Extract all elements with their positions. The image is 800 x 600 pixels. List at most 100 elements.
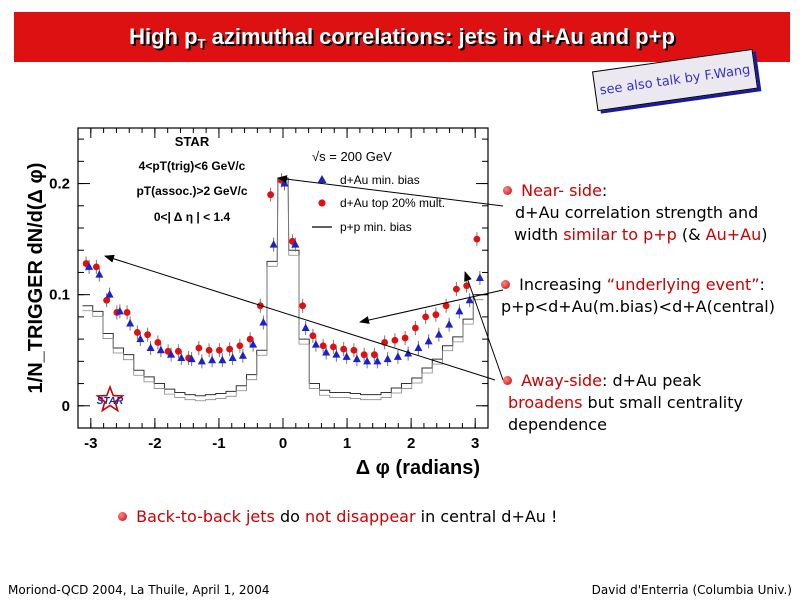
dau-central-point xyxy=(154,339,162,346)
dau-minbias-point xyxy=(208,355,217,364)
dau-central-point xyxy=(123,309,131,316)
dau-minbias-point xyxy=(85,262,94,270)
legend: d+Au min. bias d+Au top 20% mult. p+p min.… xyxy=(312,173,445,234)
dau-minbias-point xyxy=(465,295,474,304)
dau-central-point xyxy=(422,313,430,321)
dau-minbias-point xyxy=(363,356,372,365)
dau-central-point xyxy=(319,342,327,350)
dau-minbias-point xyxy=(434,330,443,338)
footer-right: David d'Enterria (Columbia Univ.) xyxy=(591,583,792,597)
dau-central-point xyxy=(411,324,419,332)
dau-central-point xyxy=(267,191,275,199)
dau-central-point xyxy=(463,282,471,290)
star-logo: STAR xyxy=(95,384,125,413)
dau-central-point xyxy=(432,311,440,319)
away-side-line3: dependence xyxy=(508,415,607,434)
dau-central-point xyxy=(370,351,378,359)
underlying-line2: p+p<d+Au(m.bias)<d+A(central) xyxy=(501,297,775,316)
dau-minbias-point xyxy=(424,336,433,345)
y-axis-title: 1/N_TRIGGER dN/d(Δ φ) xyxy=(25,163,47,394)
energy-label: √s = 200 GeV xyxy=(312,149,392,164)
dau-minbias-point xyxy=(301,323,310,331)
dau-minbias-point xyxy=(105,290,114,298)
cut-label: 0<| Δ η | < 1.4 xyxy=(154,210,231,224)
bullet-icon xyxy=(503,376,512,385)
y-tick-label: 0 xyxy=(62,398,70,415)
away-side-label: Away-side xyxy=(521,371,603,390)
legend-marker-circle xyxy=(318,199,326,207)
away-side-line2b: but small centrality xyxy=(582,393,743,412)
pp-series-band xyxy=(82,182,484,402)
bullet-icon xyxy=(503,186,512,195)
dau-minbias-point xyxy=(187,354,196,363)
near-side-line3e: ) xyxy=(761,225,768,244)
dau-central-point xyxy=(246,335,254,343)
away-side-note: Away-side: d+Au peak broadens but small … xyxy=(503,370,743,436)
pp-histogram xyxy=(82,177,484,402)
dau-minbias-point xyxy=(197,356,206,365)
back-line-d: in central d+Au ! xyxy=(415,507,558,526)
dau-minbias-point xyxy=(156,345,165,354)
dau-minbias-point xyxy=(332,350,341,358)
dau-central-point xyxy=(215,346,223,354)
dau-minbias-point xyxy=(445,320,454,328)
back-to-back-label: Back-to-back jets xyxy=(136,507,275,526)
dau-central-point xyxy=(401,334,409,342)
x-tick-label: 3 xyxy=(471,435,479,452)
near-side-line3a: width xyxy=(514,225,564,244)
x-tick-label: -1 xyxy=(212,435,225,452)
dau-minbias-point xyxy=(249,340,258,348)
dau-minbias-point xyxy=(352,354,361,363)
near-side-similar: similar to p+p xyxy=(563,225,677,244)
dau-minbias-point xyxy=(291,240,300,248)
dau-minbias-point xyxy=(177,353,186,361)
cut-label: 4<pT(trig)<6 GeV/c xyxy=(139,159,246,173)
legend-marker-triangle xyxy=(317,175,327,183)
dau-central-point xyxy=(195,344,203,352)
legend-label: p+p min. bias xyxy=(340,220,412,234)
annotation-arrow xyxy=(104,254,496,381)
underlying-event-label: “underlying event” xyxy=(606,275,760,294)
star-logo-text: STAR xyxy=(97,396,124,407)
legend-label: d+Au min. bias xyxy=(340,173,420,187)
dau-minbias-point xyxy=(383,354,392,363)
away-side-broadens: broadens xyxy=(508,393,583,412)
dau-minbias-point xyxy=(414,343,423,351)
x-tick-label: -3 xyxy=(84,435,97,452)
dau-central-point xyxy=(144,331,152,339)
footer-left: Moriond-QCD 2004, La Thuile, April 1, 20… xyxy=(8,583,270,597)
dau-minbias-point xyxy=(322,347,331,356)
near-side-note: Near- side: d+Au correlation strength an… xyxy=(503,180,768,246)
near-side-label: Near- side xyxy=(521,181,602,200)
dau-minbias-point xyxy=(228,353,237,361)
star-logo-shape xyxy=(95,384,125,413)
dau-minbias-point xyxy=(126,319,135,327)
dau-minbias-point xyxy=(455,306,464,315)
near-side-colon: : xyxy=(601,181,608,200)
away-side-line1b: : d+Au peak xyxy=(602,371,702,390)
dau-central-point xyxy=(92,263,100,271)
dau-central-point xyxy=(360,351,368,359)
annotation-arrow xyxy=(464,271,504,381)
dau-minbias-point xyxy=(393,352,402,360)
dau-minbias-point xyxy=(146,343,155,351)
dau-central-point xyxy=(391,336,399,344)
near-side-auau: Au+Au xyxy=(705,225,762,244)
dau-minbias-point xyxy=(136,334,145,343)
x-tick-label: 1 xyxy=(343,435,351,452)
underlying-colon: : xyxy=(759,275,765,294)
dau-minbias-point xyxy=(218,355,227,364)
cut-label: pT(assoc.)>2 GeV/c xyxy=(136,184,247,198)
underlying-event-note: Increasing “underlying event”: p+p<d+Au(… xyxy=(501,274,775,318)
dau-central-point xyxy=(299,302,307,310)
y-tick-label: 0.2 xyxy=(49,176,70,193)
near-side-line2: d+Au correlation strength and xyxy=(515,203,759,222)
dau-central-point xyxy=(350,346,358,354)
dau-minbias-point xyxy=(259,317,268,326)
cut-label: STAR xyxy=(175,134,210,149)
dau-central-point xyxy=(103,296,111,304)
dau-central-point xyxy=(226,345,234,353)
dau-minbias-point xyxy=(342,352,351,360)
dau-central-point xyxy=(329,343,337,351)
